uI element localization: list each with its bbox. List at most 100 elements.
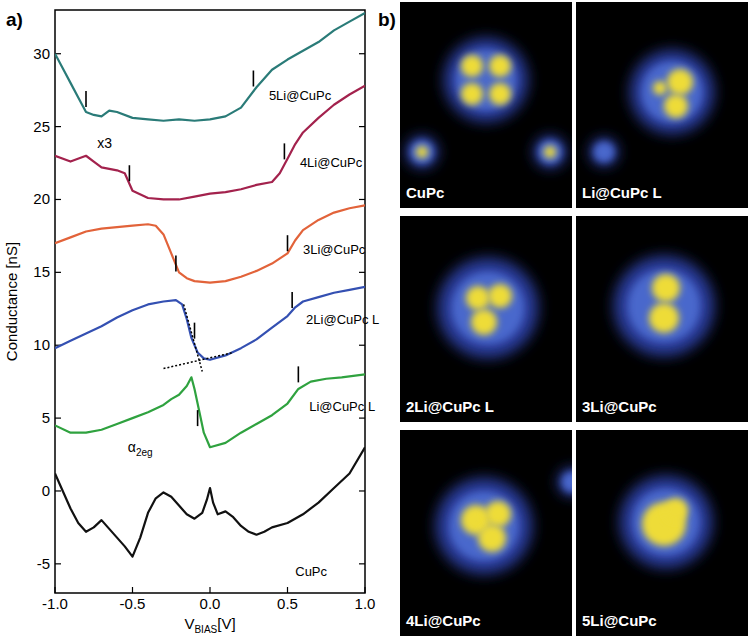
x-tick	[209, 587, 210, 593]
band-edge	[85, 91, 87, 107]
y-tick	[359, 563, 365, 564]
band-edge	[298, 366, 300, 382]
halo	[614, 256, 714, 356]
image-label: 2Li@CuPc L	[406, 398, 494, 415]
band-edge	[253, 71, 255, 87]
annotation: α2eg	[128, 439, 153, 458]
y-tick	[55, 272, 61, 273]
y-tick-label: 0	[42, 482, 50, 499]
y-tick	[359, 199, 365, 200]
image-ground	[576, 216, 748, 422]
image-ground	[400, 2, 572, 208]
band-edge	[194, 323, 196, 339]
x-tick	[287, 587, 288, 593]
band-edge	[284, 143, 286, 159]
y-tick-label: 30	[33, 45, 50, 62]
y-tick	[55, 563, 61, 564]
panel-label: a)	[6, 9, 23, 30]
y-tick-label: 10	[33, 336, 50, 353]
image-ground	[576, 430, 748, 636]
image-ground	[400, 430, 572, 636]
series-label: CuPc	[295, 564, 327, 579]
halo	[406, 136, 438, 168]
y-tick	[359, 490, 365, 491]
halo-inner	[628, 270, 700, 342]
y-tick-label: 20	[33, 190, 50, 207]
x-tick	[132, 587, 133, 593]
x-axis-title-main: V	[184, 615, 194, 632]
molecule-lobe	[471, 309, 497, 335]
molecule-lobe	[489, 55, 511, 77]
stm-image: Li@CuPc L	[576, 2, 748, 208]
y-tick	[359, 272, 365, 273]
band-edge	[287, 235, 289, 251]
halo	[534, 136, 566, 168]
molecule-lobe	[544, 146, 556, 158]
x-tick	[364, 587, 365, 593]
halo	[620, 476, 712, 568]
halo	[438, 258, 538, 358]
y-tick	[359, 53, 365, 54]
x-tick-label: 1.0	[355, 595, 376, 612]
tangent-line	[164, 353, 234, 369]
annotation-text: α	[128, 439, 136, 455]
tangent-line	[184, 304, 203, 371]
molecule-lobe	[485, 501, 511, 527]
halo-inner	[633, 489, 699, 555]
molecule-lobe	[488, 284, 512, 308]
spectrum-line	[55, 86, 365, 200]
halo	[590, 138, 618, 166]
molecule-lobe	[461, 55, 483, 77]
image-label: 5Li@CuPc	[582, 612, 657, 629]
image-label: CuPc	[406, 184, 444, 201]
molecule-lobe	[649, 303, 679, 333]
halo-inner	[538, 140, 561, 163]
image-label: 4Li@CuPc	[406, 612, 481, 629]
halo	[444, 38, 528, 122]
annotation-text: x3	[97, 135, 112, 151]
series-label: 4Li@CuPc	[300, 155, 363, 170]
halo	[630, 50, 714, 134]
stm-image: 3Li@CuPc	[576, 216, 748, 422]
y-tick	[359, 126, 365, 127]
band-edge	[197, 410, 199, 426]
band-edge	[129, 165, 131, 181]
x-tick	[54, 587, 55, 593]
halo-inner	[642, 62, 702, 122]
y-tick	[55, 418, 61, 419]
annotation-sub: 2eg	[136, 447, 153, 458]
molecule-lobe	[461, 83, 483, 105]
x-tick-label: -0.5	[120, 595, 146, 612]
y-tick-label: 5	[42, 409, 50, 426]
molecule-lobe	[664, 94, 688, 118]
y-tick	[55, 199, 61, 200]
x-axis-title-unit: [V]	[217, 615, 235, 632]
stm-image: 5Li@CuPc	[576, 430, 748, 636]
molecule-lobe	[667, 69, 693, 95]
halo-inner	[449, 491, 518, 560]
x-tick-label: -1.0	[42, 595, 68, 612]
x-tick-label: 0.5	[277, 595, 298, 612]
x-axis-title-sub: BIAS	[194, 624, 217, 635]
series-label: Li@CuPc L	[309, 399, 375, 414]
y-axis-title: Conductance [nS]	[3, 242, 20, 361]
y-tick	[55, 126, 61, 127]
image-ground	[576, 2, 748, 208]
molecule-lobe	[664, 498, 688, 522]
y-tick-label: 15	[33, 263, 50, 280]
halo-inner	[594, 142, 614, 162]
molecule-lobe	[478, 524, 506, 552]
series-label: 3Li@CuPc	[303, 242, 366, 257]
molecule-lobe	[466, 286, 490, 310]
series-label: 2Li@CuPc L	[306, 312, 379, 327]
figure: a)-5051015202530-1.0-0.50.00.51.0Conduct…	[0, 0, 750, 641]
halo-inner	[410, 140, 433, 163]
y-tick	[359, 418, 365, 419]
stm-image: 2Li@CuPc L	[400, 216, 572, 422]
halo	[436, 478, 532, 574]
spectrum-line	[55, 13, 365, 121]
annotation: x3	[97, 135, 112, 151]
plot-marks	[55, 13, 365, 557]
image-ground	[400, 216, 572, 422]
stm-image: CuPc	[400, 2, 572, 208]
